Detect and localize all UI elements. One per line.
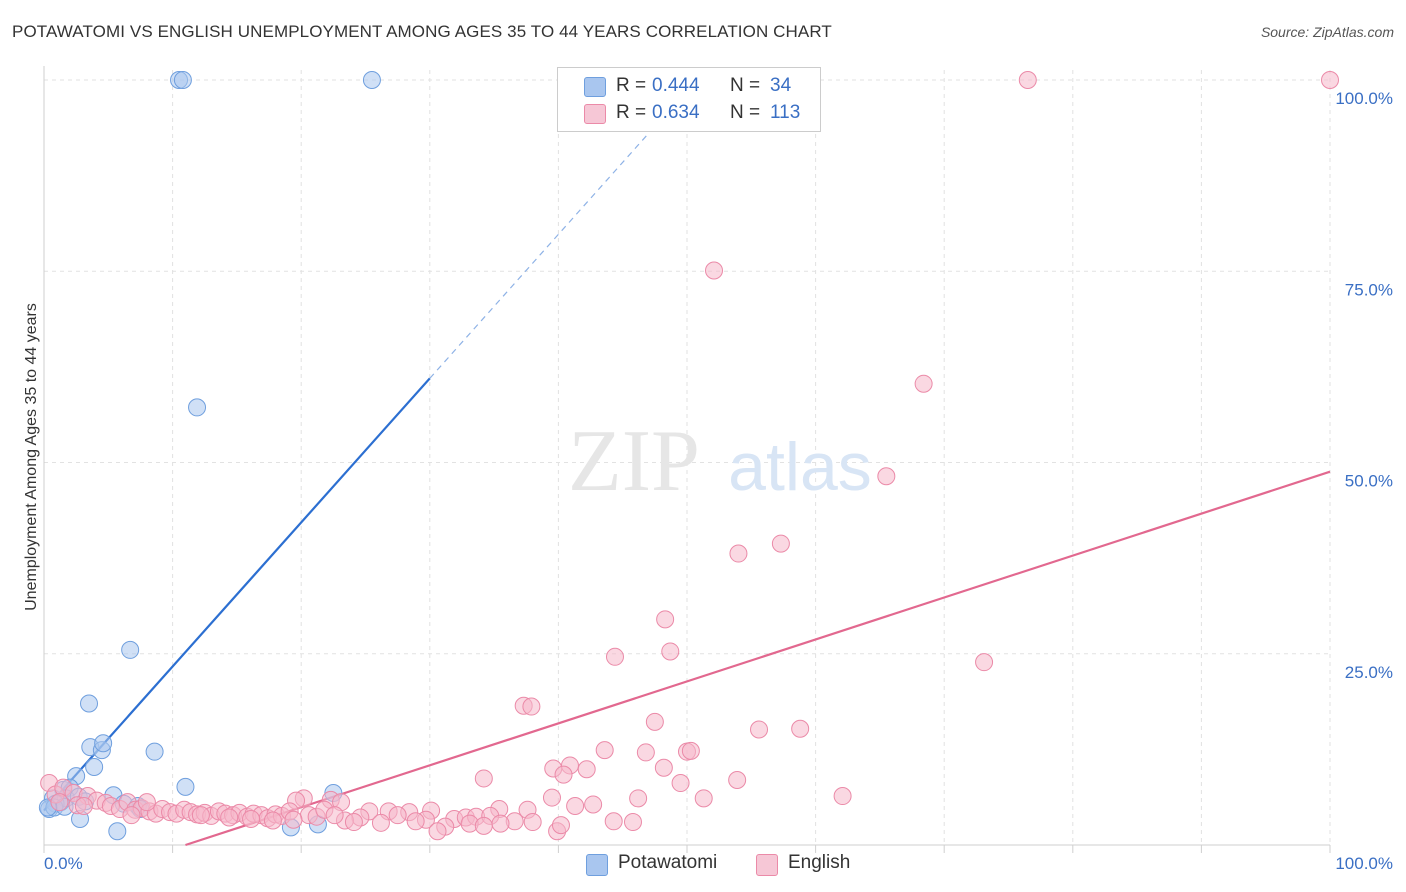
point-english [523, 813, 542, 832]
point-english [705, 261, 724, 280]
point-english [74, 796, 93, 815]
y-tick-label: 75.0% [1345, 280, 1393, 299]
y-tick-label: 50.0% [1345, 472, 1393, 491]
watermark-atlas: atlas [728, 429, 872, 505]
point-english [122, 806, 141, 825]
point-potawatomi [85, 757, 104, 776]
point-english [771, 534, 790, 553]
point-english [975, 653, 994, 672]
r-label: R = [616, 75, 647, 96]
legend-row-english: R = 0.634 N = 113 [558, 100, 820, 128]
point-english [566, 796, 585, 815]
point-english [681, 741, 700, 760]
point-english [554, 765, 573, 784]
x-tick-label: 0.0% [44, 854, 83, 873]
watermark: ZIP atlas [568, 413, 872, 510]
point-english [791, 719, 810, 738]
point-english [750, 720, 769, 739]
point-potawatomi [94, 734, 113, 753]
point-english [542, 788, 561, 807]
r-value-english: 0.634 [652, 102, 700, 123]
bottom-legend-label: Potawatomi [618, 852, 718, 873]
n-label: N = [730, 102, 761, 123]
y-tick-label: 100.0% [1335, 89, 1393, 108]
n-label: N = [730, 75, 761, 96]
trend-extension-potawatomi [429, 133, 649, 379]
watermark-zip: ZIP [568, 413, 700, 510]
point-english [522, 697, 541, 716]
grid-lines [44, 70, 1331, 845]
point-potawatomi [188, 398, 207, 417]
point-english [1321, 71, 1339, 89]
point-potawatomi [176, 777, 195, 796]
point-potawatomi [121, 640, 140, 659]
r-label: R = [616, 102, 647, 123]
bottom-legend-label: English [788, 852, 851, 873]
point-english [325, 806, 344, 825]
point-english [242, 809, 261, 828]
point-english [428, 822, 447, 841]
source-label: Source: ZipAtlas.com [1260, 24, 1394, 40]
point-english [137, 793, 156, 812]
point-english [1018, 71, 1037, 89]
point-english [491, 814, 510, 833]
legend-swatch-potawatomi [584, 77, 606, 97]
point-english [636, 743, 655, 762]
point-english [623, 813, 642, 832]
chart-title: POTAWATOMI VS ENGLISH UNEMPLOYMENT AMONG… [12, 22, 832, 41]
point-english [406, 812, 425, 831]
point-english [220, 808, 239, 827]
point-english [577, 760, 596, 779]
point-english [344, 813, 363, 832]
point-english [833, 787, 852, 806]
n-value-potawatomi: 34 [770, 75, 792, 96]
point-english [50, 793, 69, 812]
point-english [605, 647, 624, 666]
legend-row-potawatomi: R = 0.444 N = 34 [558, 73, 820, 101]
point-english [661, 642, 680, 661]
point-english [914, 374, 933, 393]
trend-line-english [185, 470, 1331, 847]
point-english [671, 774, 690, 793]
y-tick-label: 25.0% [1345, 663, 1393, 682]
point-english [584, 795, 603, 814]
point-english [371, 813, 390, 832]
point-english [474, 769, 493, 788]
axes [43, 66, 1331, 853]
point-potawatomi [80, 694, 99, 713]
bottom-swatch-english [756, 854, 778, 876]
point-potawatomi [173, 71, 192, 89]
point-english [474, 816, 493, 835]
point-english [877, 467, 896, 486]
point-potawatomi [108, 822, 127, 841]
point-english [388, 806, 407, 825]
tick-labels: 100.0% 75.0% 50.0% 25.0% 0.0% 100.0% [44, 89, 1393, 873]
bottom-swatch-potawatomi [586, 854, 608, 876]
point-english [656, 610, 675, 629]
point-english [694, 789, 713, 808]
x-tick-label: 100.0% [1335, 854, 1393, 873]
legend-swatch-english [584, 104, 606, 124]
point-english [551, 816, 570, 835]
n-value-english: 113 [770, 102, 801, 123]
point-english [728, 770, 747, 789]
point-english [263, 811, 282, 830]
stats-legend: R = 0.444 N = 34 R = 0.634 N = 113 [557, 67, 821, 132]
point-potawatomi [145, 742, 164, 761]
point-english [284, 810, 303, 829]
point-potawatomi [362, 71, 381, 89]
point-english [595, 741, 614, 760]
point-english [604, 812, 623, 831]
point-english [629, 789, 648, 808]
point-english [191, 806, 210, 825]
point-english [645, 712, 664, 731]
r-value-potawatomi: 0.444 [652, 75, 700, 96]
data-points [38, 71, 1339, 841]
point-english [654, 758, 673, 777]
point-english [729, 544, 748, 563]
